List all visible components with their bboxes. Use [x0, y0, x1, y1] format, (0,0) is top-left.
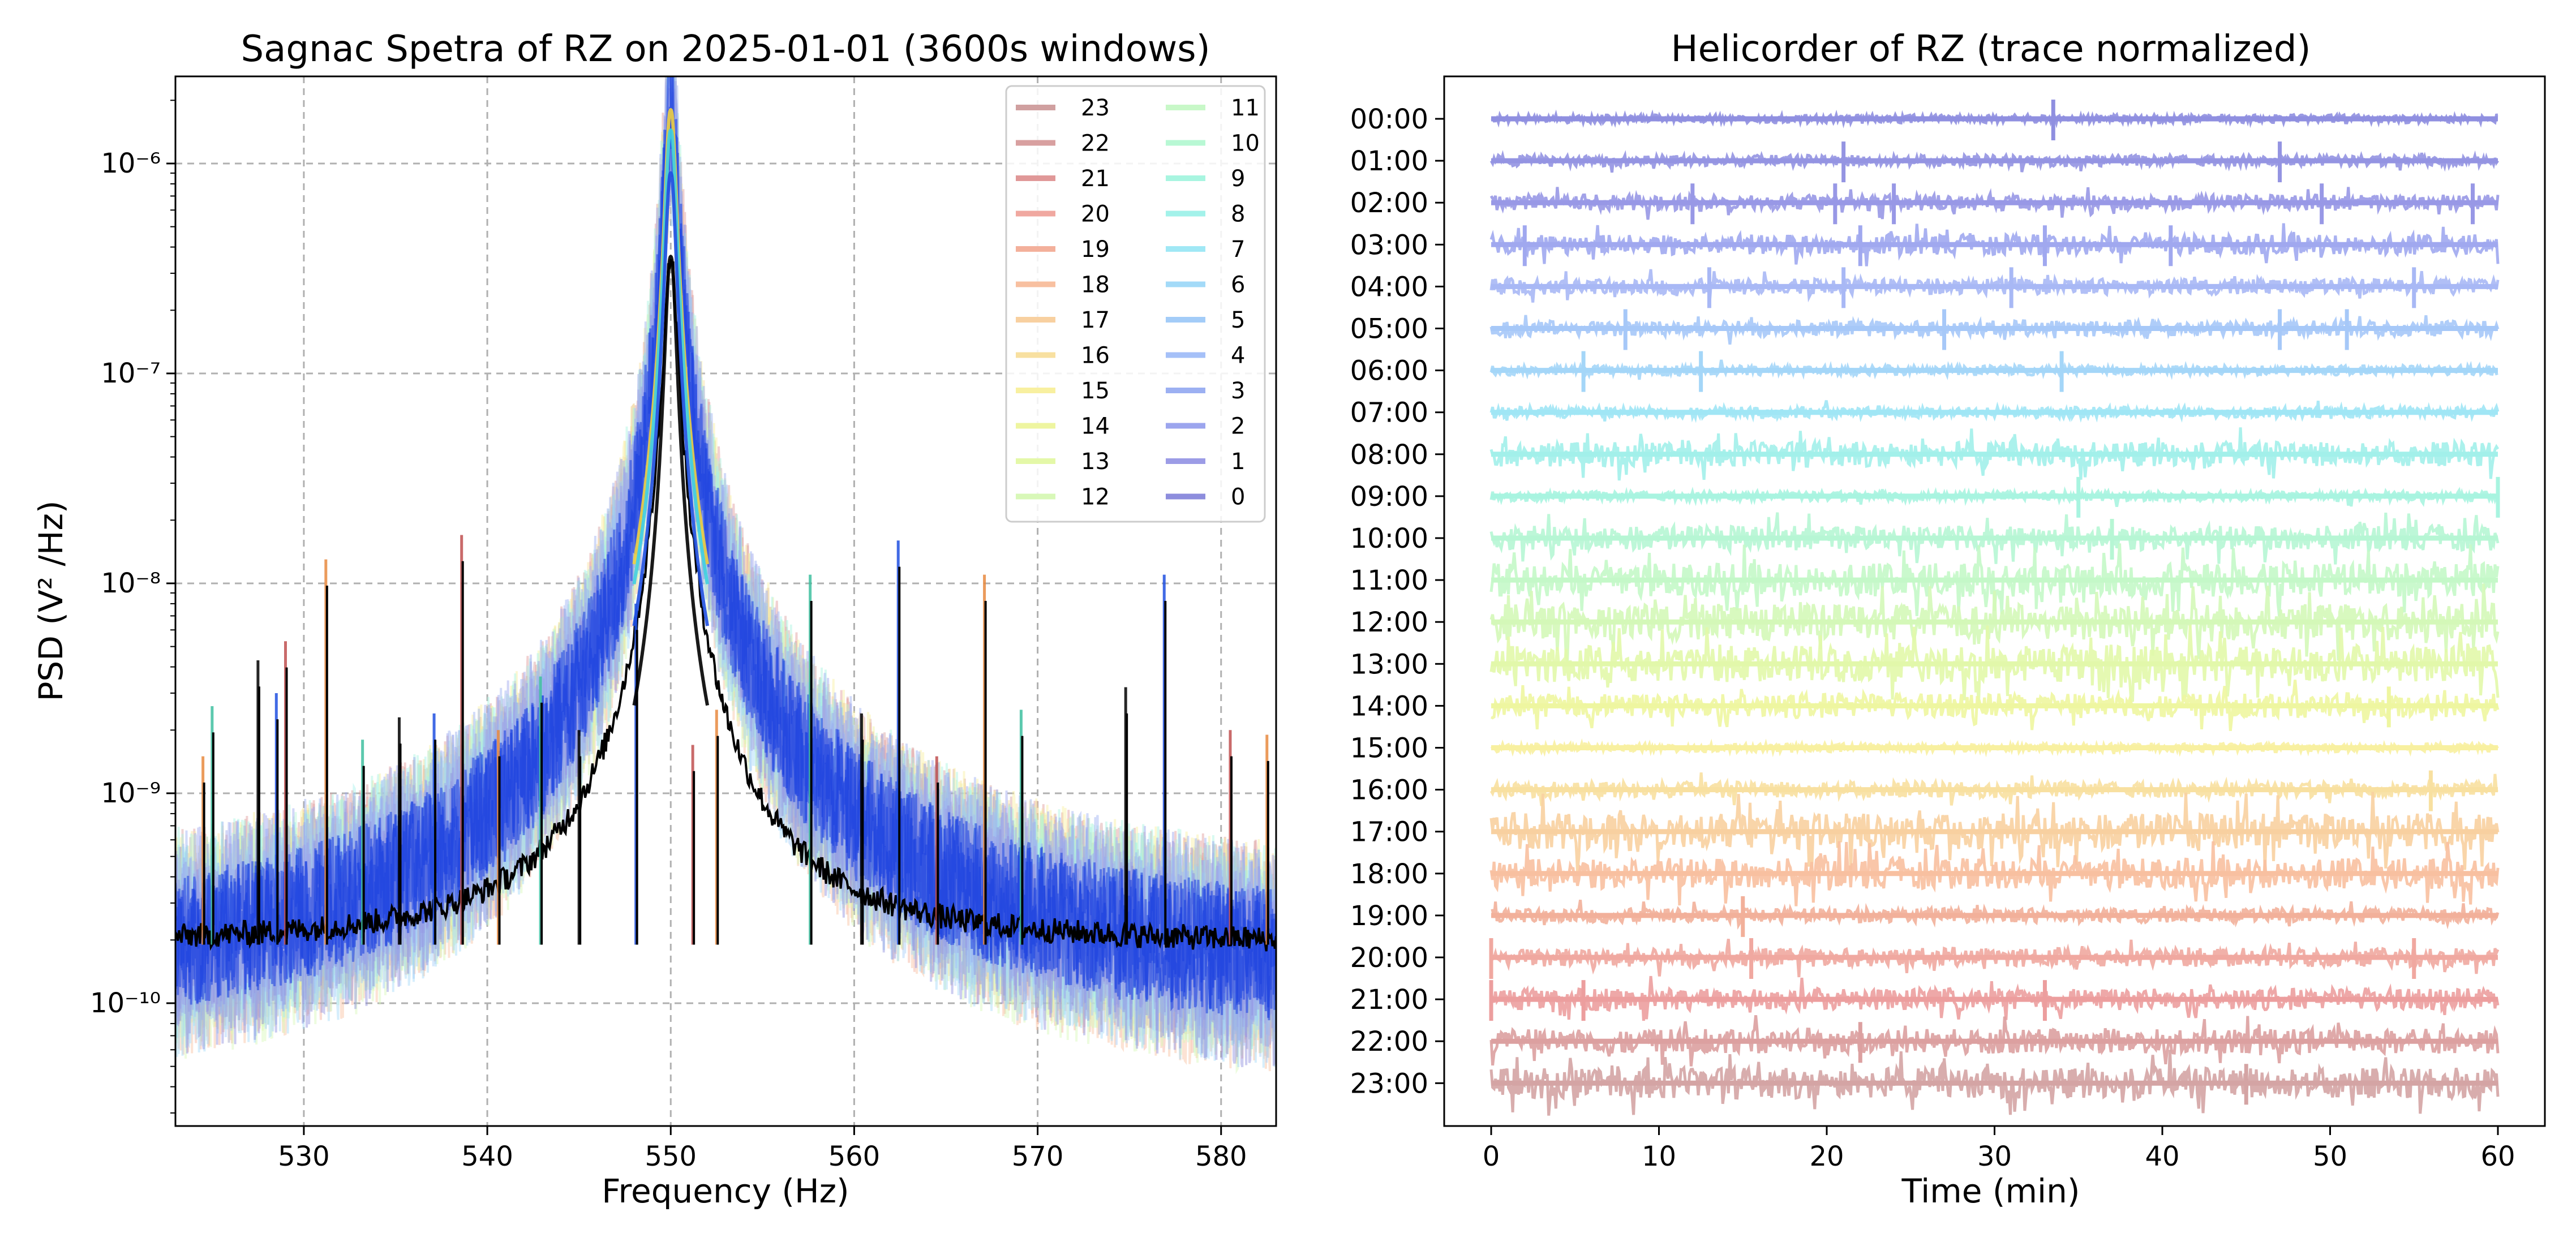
helicorder-row-label: 21:00 [1350, 984, 1428, 1016]
helicorder-row-label: 01:00 [1350, 145, 1428, 177]
legend-label: 0 [1231, 484, 1245, 510]
legend-label: 1 [1231, 449, 1245, 475]
legend-label: 8 [1231, 201, 1245, 227]
legend-label: 3 [1231, 378, 1245, 404]
helicorder-x-tick-label: 60 [2480, 1141, 2515, 1172]
helicorder-trace-12:00 [1489, 583, 2500, 662]
spectra-main-peak [632, 128, 710, 585]
helicorder-x-tick-label: 30 [1977, 1141, 2012, 1172]
helicorder-row-label: 17:00 [1350, 816, 1428, 848]
helicorder-row-label: 19:00 [1350, 900, 1428, 932]
spectra-x-tick-label: 570 [1012, 1141, 1064, 1172]
legend-label: 9 [1231, 166, 1245, 192]
helicorder-row-label: 10:00 [1350, 523, 1428, 555]
spectra-blue-band [175, 109, 1276, 1014]
spectra-x-tick-label: 580 [1195, 1141, 1247, 1172]
legend-label: 22 [1081, 131, 1110, 157]
helicorder-row-label: 00:00 [1350, 104, 1428, 135]
spectra-plot-frame [174, 75, 1277, 1127]
helicorder-trace-14:00 [1490, 680, 2500, 731]
spectra-title: Sagnac Spetra of RZ on 2025-01-01 (3600s… [241, 28, 1210, 70]
helicorder-row-label: 04:00 [1350, 271, 1428, 303]
helicorder-row-label: 23:00 [1350, 1068, 1428, 1099]
helicorder-row-label: 03:00 [1350, 229, 1428, 261]
legend-label: 21 [1081, 166, 1110, 192]
helicorder-title: Helicorder of RZ (trace normalized) [1671, 28, 2311, 70]
helicorder-x-tick-label: 50 [2313, 1141, 2347, 1172]
helicorder-x-tick-label: 10 [1642, 1141, 1676, 1172]
helicorder-row-label: 05:00 [1350, 313, 1428, 345]
helicorder-row-label: 13:00 [1350, 648, 1428, 680]
legend-label: 23 [1081, 95, 1110, 121]
legend-label: 12 [1081, 484, 1110, 510]
legend-label: 17 [1081, 307, 1110, 333]
legend-label: 16 [1081, 343, 1110, 369]
helicorder-x-label: Time (min) [1901, 1172, 2080, 1210]
helicorder-traces [1489, 100, 2500, 1116]
helicorder-row-label: 16:00 [1350, 775, 1428, 806]
helicorder-row-label: 09:00 [1350, 481, 1428, 513]
spectra-main-peak [632, 254, 710, 706]
helicorder-row-label: 06:00 [1350, 355, 1428, 387]
legend-box [1005, 85, 1266, 523]
spectra-y-tick-label: 10⁻⁸ [101, 568, 161, 599]
legend-label: 10 [1231, 131, 1260, 157]
helicorder-row-label: 14:00 [1350, 690, 1428, 722]
spectra-series [175, 76, 1276, 1075]
helicorder-chart: Helicorder of RZ (trace normalized) 0 10 2… [1350, 28, 2546, 1210]
helicorder-row-label: 02:00 [1350, 187, 1428, 219]
helicorder-row-label: 18:00 [1350, 858, 1428, 890]
legend-label: 14 [1081, 414, 1110, 440]
spectra-x-tick-label: 550 [645, 1141, 697, 1172]
helicorder-row-label: 07:00 [1350, 397, 1428, 429]
helicorder-row-label: 20:00 [1350, 942, 1428, 974]
spectra-series-18 [175, 76, 1276, 1072]
spectra-x-tick-label: 560 [828, 1141, 881, 1172]
spectra-y-tick-label: 10⁻⁶ [101, 148, 161, 179]
helicorder-x-tick-label: 0 [1483, 1141, 1500, 1172]
helicorder-row-label: 15:00 [1350, 733, 1428, 764]
legend-label: 5 [1231, 307, 1245, 333]
helicorder-x-tick-label: 20 [1809, 1141, 1844, 1172]
helicorder-row-label: 12:00 [1350, 607, 1428, 638]
spectra-x-tick-label: 530 [278, 1141, 330, 1172]
legend-label: 2 [1231, 414, 1245, 440]
helicorder-row-label: 08:00 [1350, 439, 1428, 471]
spectra-x-label: Frequency (Hz) [602, 1172, 849, 1210]
spectra-y-label: PSD (V² /Hz) [32, 500, 70, 701]
spectra-x-tick-label: 540 [461, 1141, 513, 1172]
spectra-y-ticks: 10⁻¹⁰ 10⁻⁹ 10⁻⁸ 10⁻⁷ 10⁻⁶ [90, 100, 175, 1114]
spectra-y-tick-label: 10⁻¹⁰ [90, 987, 161, 1019]
helicorder-x-tick-label: 40 [2145, 1141, 2179, 1172]
legend-label: 13 [1081, 449, 1110, 475]
legend-label: 19 [1081, 237, 1110, 263]
spectra-y-tick-label: 10⁻⁹ [101, 777, 161, 809]
legend-label: 18 [1081, 272, 1110, 298]
legend-label: 7 [1231, 237, 1245, 263]
helicorder-trace-05:00 [1489, 315, 2500, 345]
legend-label: 6 [1231, 272, 1245, 298]
helicorder-row-label: 11:00 [1350, 565, 1428, 596]
helicorder-y-ticks: 00:00 01:00 02:00 03:00 04:00 05:00 06:00 07:00… [1350, 104, 1444, 1099]
legend-label: 15 [1081, 378, 1110, 404]
legend-label: 20 [1081, 201, 1110, 227]
spectra-median-line [175, 259, 1276, 952]
spectra-y-tick-label: 10⁻⁷ [101, 358, 161, 389]
spectra-chart: Sagnac Spetra of RZ on 2025-01-01 (3600s… [32, 28, 1277, 1210]
legend-label: 4 [1231, 343, 1245, 369]
helicorder-x-ticks: 0 10 20 30 40 50 60 [1483, 1126, 2515, 1172]
helicorder-row-label: 22:00 [1350, 1026, 1428, 1058]
spectra-main-peak [632, 171, 710, 626]
spectra-main-peak [632, 108, 710, 565]
legend-label: 11 [1231, 95, 1260, 121]
spectra-x-ticks: 530 540 550 560 570 580 [278, 1126, 1247, 1172]
